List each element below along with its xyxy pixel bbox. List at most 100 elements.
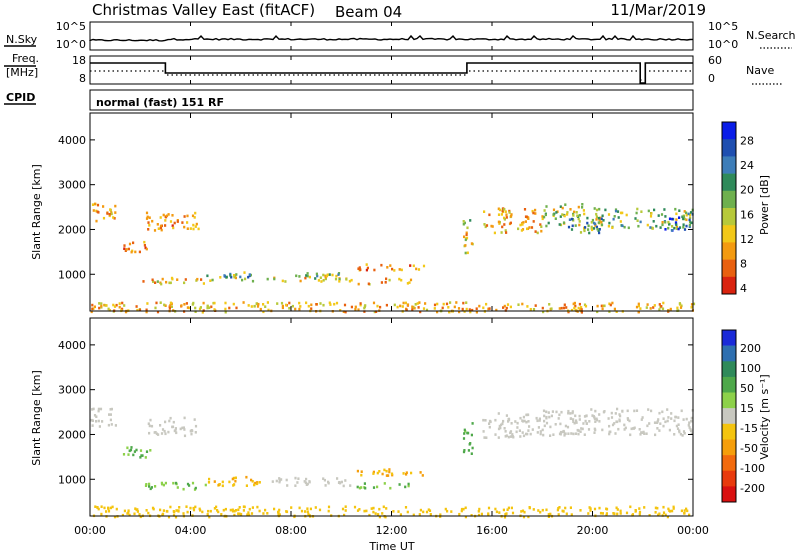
heatmap-cell	[503, 515, 507, 519]
heatmap-cell	[344, 505, 347, 508]
heatmap-cell	[273, 277, 276, 281]
heatmap-cell	[182, 426, 185, 429]
heatmap-cell	[410, 471, 413, 475]
heatmap-cell	[543, 215, 546, 219]
heatmap-cell	[638, 507, 641, 510]
heatmap-cell	[161, 428, 165, 431]
heatmap-cell	[188, 484, 191, 487]
heatmap-cell	[482, 418, 485, 422]
heatmap-cell	[517, 227, 520, 231]
heatmap-cell	[167, 430, 170, 434]
heatmap-cell	[630, 427, 633, 431]
heatmap-cell	[156, 310, 160, 314]
heatmap-cell	[540, 225, 543, 228]
heatmap-cell	[357, 308, 360, 311]
heatmap-cell	[238, 512, 241, 516]
heatmap-cell	[121, 513, 124, 517]
heatmap-cell	[204, 483, 207, 487]
heatmap-cell	[228, 480, 231, 484]
heatmap-cell	[381, 472, 384, 476]
heatmap-cell	[233, 509, 236, 513]
heatmap-cell	[661, 223, 664, 227]
heatmap-cell	[319, 276, 322, 279]
heatmap-cell	[528, 425, 531, 428]
heatmap-cell	[498, 424, 501, 428]
heatmap-cell	[100, 505, 103, 508]
heatmap-cell	[219, 276, 222, 279]
heatmap-cell	[561, 213, 564, 216]
heatmap-cell	[160, 481, 163, 485]
heatmap-cell	[605, 513, 608, 517]
heatmap-cell	[160, 432, 164, 435]
heatmap-cell	[425, 308, 429, 312]
heatmap-cell	[398, 268, 401, 271]
heatmap-cell	[664, 215, 667, 218]
heatmap-cell	[304, 276, 307, 280]
heatmap-cell	[324, 277, 327, 281]
heatmap-cell	[507, 506, 510, 510]
heatmap-cell	[501, 225, 504, 229]
heatmap-cell	[645, 432, 648, 435]
heatmap-cell	[344, 310, 347, 314]
heatmap-cell	[147, 221, 150, 224]
heatmap-cell	[98, 425, 101, 428]
heatmap-cell	[258, 509, 261, 513]
heatmap-cell	[299, 305, 302, 308]
heatmap-cell	[164, 219, 167, 222]
heatmap-cell	[382, 505, 385, 509]
heatmap-cell	[109, 413, 112, 416]
heatmap-cell	[631, 514, 634, 517]
heatmap-cell	[667, 416, 670, 419]
heatmap-cell	[213, 308, 216, 311]
heatmap-cell	[632, 427, 635, 430]
heatmap-cell	[103, 506, 106, 510]
heatmap-cell	[108, 213, 111, 216]
heatmap-cell	[634, 217, 637, 220]
heatmap-cell	[464, 244, 467, 247]
heatmap-cell	[682, 430, 686, 433]
heatmap-cell	[177, 510, 180, 513]
heatmap-cell	[591, 228, 594, 232]
heatmap-cell	[306, 274, 309, 278]
heatmap-cell	[669, 307, 672, 311]
heatmap-cell	[616, 407, 619, 411]
heatmap-cell	[356, 469, 359, 473]
heatmap-cell	[172, 514, 176, 517]
heatmap-cell	[522, 221, 525, 224]
heatmap-cell	[469, 310, 472, 314]
heatmap-cell	[339, 309, 342, 312]
heatmap-cell	[108, 309, 111, 312]
heatmap-cell	[505, 414, 508, 417]
heatmap-cell	[541, 508, 544, 512]
heatmap-cell	[653, 304, 656, 307]
heatmap-cell	[393, 269, 396, 272]
heatmap-cell	[579, 430, 582, 433]
heatmap-cell	[306, 272, 309, 275]
heatmap-cell	[288, 307, 291, 310]
heatmap-cell	[148, 482, 151, 486]
heatmap-cell	[616, 508, 619, 511]
heatmap-cell	[525, 413, 528, 417]
heatmap-cell	[462, 507, 465, 511]
heatmap-cell	[500, 213, 503, 216]
heatmap-cell	[580, 427, 583, 430]
heatmap-cell	[482, 430, 485, 433]
heatmap-cell	[629, 433, 632, 437]
heatmap-cell	[144, 456, 147, 459]
heatmap-cell	[659, 226, 662, 229]
heatmap-cell	[186, 482, 190, 486]
heatmap-cell	[646, 424, 649, 428]
heatmap-cell	[103, 303, 106, 307]
heatmap-cell	[690, 221, 693, 225]
heatmap-cell	[465, 236, 469, 240]
heatmap-cell	[582, 422, 585, 425]
heatmap-cell	[229, 272, 232, 276]
heatmap-cell	[539, 430, 542, 433]
heatmap-cell	[587, 224, 590, 228]
heatmap-cell	[385, 474, 388, 477]
heatmap-cell	[616, 210, 620, 213]
heatmap-cell	[380, 281, 383, 284]
heatmap-cell	[623, 423, 626, 427]
heatmap-cell	[558, 223, 561, 226]
heatmap-cell	[563, 214, 566, 218]
